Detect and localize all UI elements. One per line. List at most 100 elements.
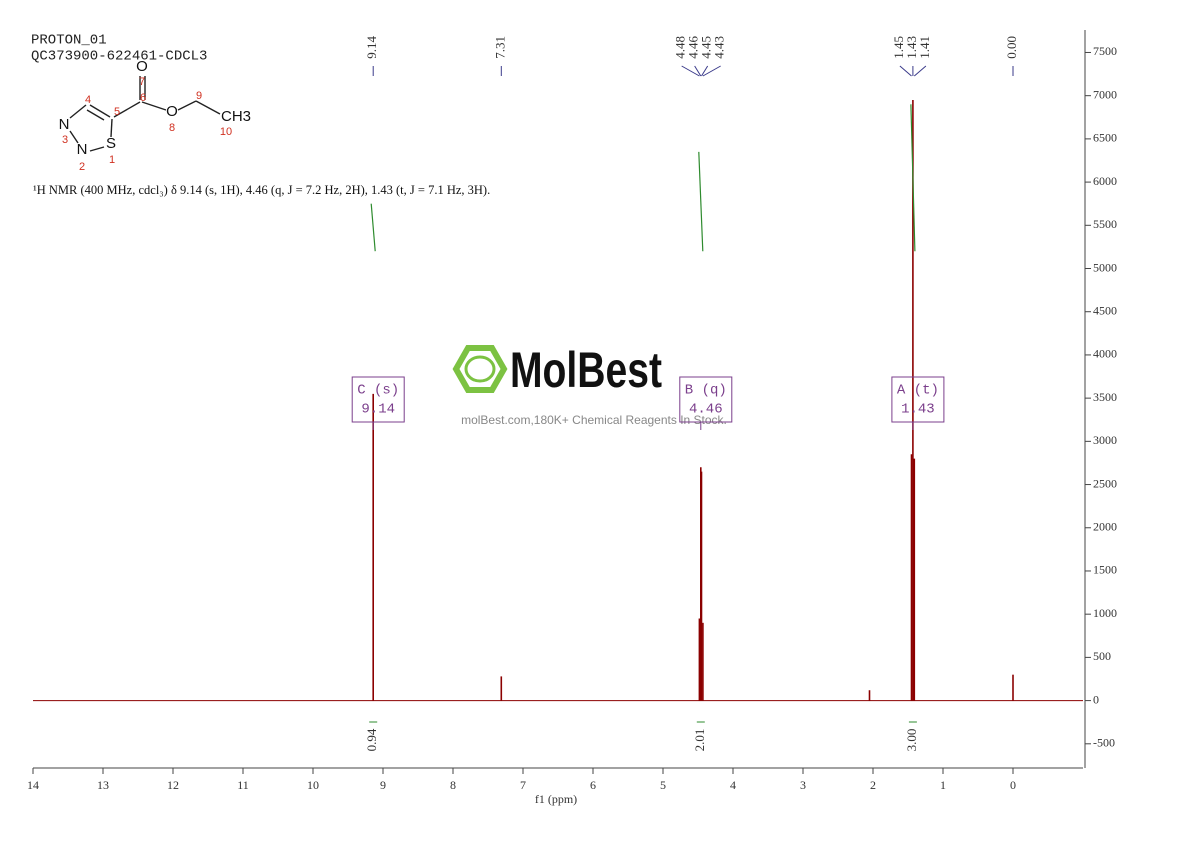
x-tick-label: 7 [520, 778, 526, 792]
bond [113, 101, 141, 118]
x-tick-label: 2 [870, 778, 876, 792]
y-tick-label: 6000 [1093, 174, 1117, 188]
multiplet-shift: 1.43 [901, 402, 935, 418]
integral-curve [698, 151, 704, 252]
multiplet-label: A (t) [897, 383, 939, 399]
multiplet-shift: 4.46 [689, 402, 723, 418]
y-tick-label: 1000 [1093, 606, 1117, 620]
atom-label: O [166, 103, 178, 120]
x-tick-label: 14 [27, 778, 39, 792]
y-tick-label: 2000 [1093, 520, 1117, 534]
x-tick-label: 1 [940, 778, 946, 792]
multiplet-label: C (s) [357, 383, 399, 399]
y-tick-label: 3500 [1093, 390, 1117, 404]
atom-number: 4 [85, 94, 91, 106]
peak-label: 1.43 [904, 36, 919, 59]
watermark-logo [452, 345, 508, 393]
logo-ring [464, 355, 496, 383]
y-tick-label: -500 [1093, 736, 1115, 750]
integral-curve [370, 203, 376, 252]
atom-number: 10 [220, 126, 232, 138]
x-tick-label: 12 [167, 778, 179, 792]
y-tick-label: 2500 [1093, 476, 1117, 490]
atom-number: 2 [79, 161, 85, 173]
x-tick-label: 3 [800, 778, 806, 792]
x-tick-label: 6 [590, 778, 596, 792]
y-tick-label: 4500 [1093, 303, 1117, 317]
peak-label: 7.31 [492, 36, 507, 59]
peak-label-connector [913, 65, 927, 77]
multiplet-shift: 9.14 [361, 402, 395, 418]
y-tick-label: 4000 [1093, 347, 1117, 361]
integral-value: 2.01 [692, 729, 707, 752]
y-tick-label: 5000 [1093, 260, 1117, 274]
bond [89, 146, 105, 152]
atom-label: N [77, 141, 88, 158]
peak-label-connector [701, 65, 709, 77]
x-tick-label: 9 [380, 778, 386, 792]
header-line: QC373900-622461-CDCL3 [31, 49, 207, 65]
bond [69, 104, 87, 119]
peak-label-connector [681, 65, 700, 77]
peak-label-connector [899, 65, 912, 77]
x-tick-label: 10 [307, 778, 319, 792]
integral-value: 0.94 [364, 728, 379, 751]
molecule [69, 76, 221, 152]
y-tick-label: 7000 [1093, 87, 1117, 101]
integral-value: 3.00 [904, 729, 919, 752]
peak-label-connector [694, 65, 702, 77]
atom-number: 8 [169, 122, 175, 134]
x-tick-label: 11 [237, 778, 249, 792]
logo-hexagon [452, 345, 508, 393]
header-line: PROTON_01 [31, 33, 107, 49]
atom-label: O [136, 58, 148, 75]
peak-label: 1.45 [891, 36, 906, 59]
watermark-brand: MolBest [510, 342, 662, 398]
watermark-tagline: molBest.com,180K+ Chemical Reagents In S… [461, 413, 727, 427]
bond [141, 101, 167, 111]
y-tick-label: 7500 [1093, 44, 1117, 58]
atom-number: 1 [109, 154, 115, 166]
atom-number: 6 [140, 92, 146, 104]
peak-label: 4.48 [673, 36, 688, 59]
multiplet-label: B (q) [685, 383, 727, 399]
atom-number: 7 [139, 76, 145, 88]
x-tick-label: 0 [1010, 778, 1016, 792]
peak-label: 0.00 [1004, 36, 1019, 59]
atom-number: 3 [62, 134, 68, 146]
bond [69, 130, 79, 144]
atom-label: S [106, 135, 116, 152]
peak-label: 1.41 [917, 36, 932, 59]
integral-curve [910, 104, 916, 252]
atom-number: 5 [114, 106, 120, 118]
peak-label: 4.45 [699, 36, 714, 59]
y-tick-label: 3000 [1093, 433, 1117, 447]
multiplet-box [351, 376, 405, 423]
bond [177, 100, 197, 111]
multiplet-box [891, 376, 945, 423]
multiplet-box [679, 376, 733, 423]
x-axis-label: f1 (ppm) [535, 792, 577, 806]
x-tick-label: 5 [660, 778, 666, 792]
atom-label: CH3 [221, 108, 251, 125]
x-tick-label: 13 [97, 778, 109, 792]
bond [86, 109, 105, 121]
y-tick-label: 6500 [1093, 131, 1117, 145]
peak-label-connector [702, 65, 721, 77]
y-tick-label: 500 [1093, 649, 1111, 663]
y-tick-label: 0 [1093, 692, 1099, 706]
peak-label: 4.46 [686, 36, 701, 59]
peak-label: 9.14 [364, 36, 379, 59]
atom-label: N [59, 116, 70, 133]
bond [89, 104, 111, 118]
x-tick-label: 4 [730, 778, 736, 792]
peak-label: 4.43 [712, 36, 727, 59]
description: ¹H NMR (400 MHz, cdcl₃) δ 9.14 (s, 1H), … [33, 183, 490, 197]
y-tick-label: 1500 [1093, 563, 1117, 577]
x-tick-label: 8 [450, 778, 456, 792]
y-tick-label: 5500 [1093, 217, 1117, 231]
atom-number: 9 [196, 90, 202, 102]
bond [195, 100, 221, 115]
bond [110, 118, 113, 138]
